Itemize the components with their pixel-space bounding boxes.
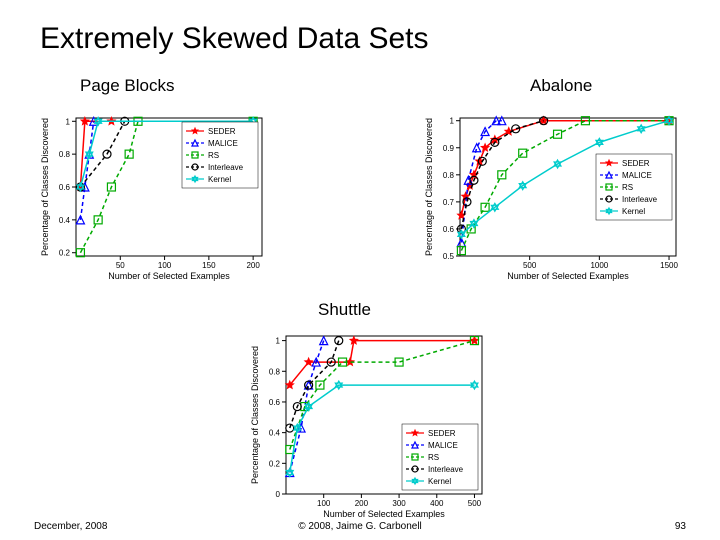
svg-text:RS: RS xyxy=(622,183,633,192)
svg-text:500: 500 xyxy=(523,261,537,270)
svg-text:RS: RS xyxy=(208,151,219,160)
svg-text:100: 100 xyxy=(158,261,172,270)
svg-text:1: 1 xyxy=(450,117,455,126)
svg-text:0.8: 0.8 xyxy=(443,171,455,180)
svg-text:Kernel: Kernel xyxy=(208,175,231,184)
svg-text:0.4: 0.4 xyxy=(269,429,281,438)
subtitle-pb: Page Blocks xyxy=(80,76,175,96)
svg-text:200: 200 xyxy=(246,261,260,270)
svg-text:0.5: 0.5 xyxy=(443,252,455,261)
subtitle-ab: Abalone xyxy=(530,76,592,96)
svg-text:50: 50 xyxy=(116,261,125,270)
svg-text:Number of Selected Examples: Number of Selected Examples xyxy=(323,509,445,519)
footer-copyright: © 2008, Jaime G. Carbonell xyxy=(298,521,422,532)
svg-text:Percentage of Classes Discover: Percentage of Classes Discovered xyxy=(250,346,260,484)
svg-text:1: 1 xyxy=(66,117,71,126)
svg-text:1000: 1000 xyxy=(590,261,608,270)
svg-text:0.9: 0.9 xyxy=(443,144,455,153)
slide-title: Extremely Skewed Data Sets xyxy=(40,22,429,56)
svg-text:SEDER: SEDER xyxy=(428,429,456,438)
svg-text:MALICE: MALICE xyxy=(208,139,238,148)
svg-text:1: 1 xyxy=(276,337,281,346)
svg-text:0.2: 0.2 xyxy=(269,459,281,468)
svg-text:Kernel: Kernel xyxy=(428,477,451,486)
svg-text:0.8: 0.8 xyxy=(269,367,281,376)
svg-text:200: 200 xyxy=(355,499,369,508)
svg-text:SEDER: SEDER xyxy=(622,159,650,168)
svg-text:Percentage of Classes Discover: Percentage of Classes Discovered xyxy=(424,118,434,256)
svg-text:0.6: 0.6 xyxy=(443,225,455,234)
svg-text:0.4: 0.4 xyxy=(59,216,71,225)
svg-text:400: 400 xyxy=(430,499,444,508)
svg-text:Percentage of Classes Discover: Percentage of Classes Discovered xyxy=(40,118,50,256)
svg-text:MALICE: MALICE xyxy=(428,441,458,450)
footer-pagenum: 93 xyxy=(675,521,686,532)
svg-text:1500: 1500 xyxy=(660,261,678,270)
subtitle-sh: Shuttle xyxy=(318,300,371,320)
svg-text:0.7: 0.7 xyxy=(443,198,455,207)
svg-text:Interleave: Interleave xyxy=(428,465,464,474)
svg-text:Number of Selected Examples: Number of Selected Examples xyxy=(108,271,230,281)
svg-text:MALICE: MALICE xyxy=(622,171,652,180)
footer-date: December, 2008 xyxy=(34,521,107,532)
svg-text:0.2: 0.2 xyxy=(59,249,71,258)
svg-text:0.8: 0.8 xyxy=(59,150,71,159)
svg-text:Number of Selected Examples: Number of Selected Examples xyxy=(507,271,629,281)
chart-page-blocks: 50 100 150 200 0.2 0.4 0.6 0.8 1 Number of Select… xyxy=(38,112,268,287)
svg-text:0.6: 0.6 xyxy=(269,398,281,407)
svg-text:300: 300 xyxy=(392,499,406,508)
svg-text:500: 500 xyxy=(468,499,482,508)
chart-shuttle: 100 200 300 400 500 0 0.2 0.4 0.6 0.8 1 Number of S… xyxy=(248,330,488,525)
svg-text:RS: RS xyxy=(428,453,439,462)
chart-abalone: 500 1000 1500 0.5 0.6 0.7 0.8 0.9 1 Number of Sel… xyxy=(422,112,682,287)
svg-text:Interleave: Interleave xyxy=(208,163,244,172)
svg-text:0.6: 0.6 xyxy=(59,183,71,192)
svg-text:100: 100 xyxy=(317,499,331,508)
svg-text:0: 0 xyxy=(276,490,281,499)
svg-text:150: 150 xyxy=(202,261,216,270)
svg-text:Kernel: Kernel xyxy=(622,207,645,216)
svg-text:SEDER: SEDER xyxy=(208,127,236,136)
svg-text:Interleave: Interleave xyxy=(622,195,658,204)
